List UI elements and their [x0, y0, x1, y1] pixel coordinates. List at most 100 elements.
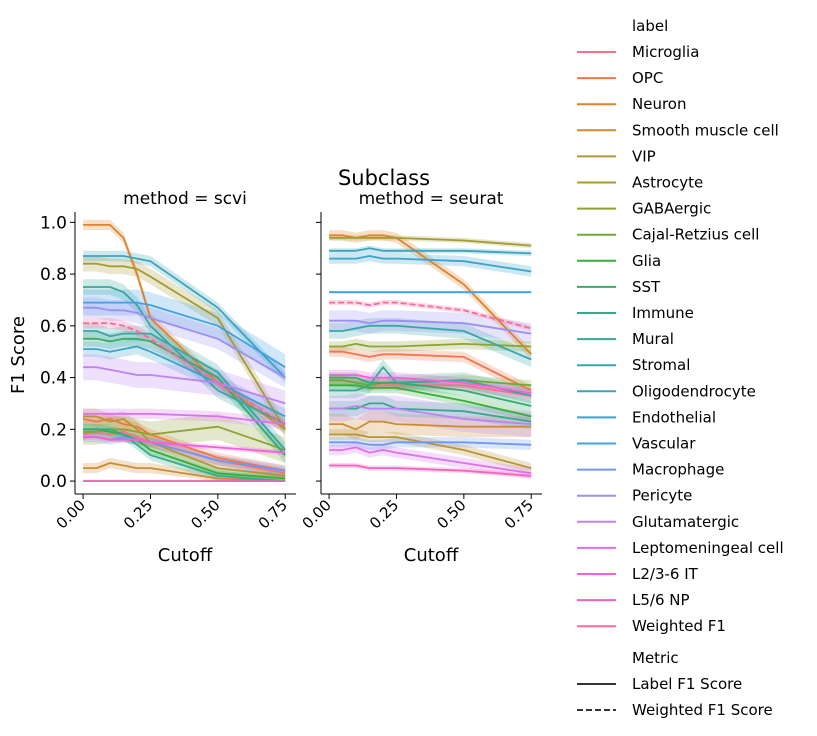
line-scvi-pericyte	[83, 306, 286, 379]
legend-label-items: Microglia OPC Neuron Smooth muscle cell VIP A…	[577, 43, 784, 635]
line-seurat-neuron	[329, 234, 532, 355]
legend-label-leptomeningeal-cell: Leptomeningeal cell	[632, 539, 784, 557]
legend-label-vip: VIP	[632, 147, 656, 165]
panel-scvi-xlabel: Cutoff	[158, 545, 213, 566]
x-tick-label: 0.00	[299, 496, 335, 532]
line-seurat-mural	[329, 366, 532, 397]
legend-label-vascular: Vascular	[632, 435, 696, 453]
y-tick-label: 0.6	[40, 317, 67, 337]
legend-label-microglia: Microglia	[632, 43, 699, 61]
x-tick-label: 0.25	[120, 496, 156, 532]
line-scvi-vascular	[83, 301, 286, 368]
legend-label-immune: Immune	[632, 304, 694, 322]
legend-label-glia: Glia	[632, 252, 661, 270]
line-scvi-mural	[83, 286, 286, 425]
panel-scvi-title: method = scvi	[123, 189, 247, 209]
line-scvi-vip	[83, 415, 286, 477]
y-tick-label: 1.0	[40, 213, 67, 233]
legend-label-smooth-muscle-cell: Smooth muscle cell	[632, 121, 779, 139]
line-seurat-stromal	[329, 324, 532, 361]
legend-label-sst: SST	[632, 278, 661, 296]
band-seurat-glia	[329, 380, 532, 422]
line-seurat-l5-6-np	[329, 464, 532, 477]
x-tick-label: 0.75	[255, 496, 291, 532]
legend-metric-title: Metric	[632, 649, 679, 667]
line-seurat-glia	[329, 384, 532, 418]
legend-metric-items: Label F1 Score Weighted F1 Score	[577, 675, 773, 719]
line-scvi-endothelial	[83, 345, 286, 418]
y-tick-label: 0.0	[40, 472, 67, 492]
band-seurat-opc	[329, 346, 532, 396]
panel-scvi: method = scvi F1 Score Cutoff 0.00 0.25 0.…	[8, 189, 296, 566]
y-tick-label: 0.2	[40, 420, 67, 440]
line-seurat-leptomeningeal-cell	[329, 446, 532, 475]
legend-label-opc: OPC	[632, 69, 663, 87]
line-seurat-glutamatergic	[329, 405, 532, 425]
line-seurat-pericyte	[329, 319, 532, 335]
x-tick-label: 0.50	[187, 496, 223, 532]
band-seurat-cajal-retzius-cell	[329, 375, 532, 391]
line-scvi-glutamatergic	[83, 366, 286, 405]
line-seurat-sst	[329, 376, 532, 407]
panel-seurat-xlabel: Cutoff	[404, 545, 459, 566]
line-seurat-astrocyte	[329, 236, 532, 247]
panel-scvi-ylabel: F1 Score	[8, 316, 29, 394]
line-seurat-vip	[329, 433, 532, 469]
line-seurat-oligodendrocyte	[329, 247, 532, 255]
legend-label-neuron: Neuron	[632, 95, 686, 113]
line-seurat-macrophage	[329, 441, 532, 446]
legend-metric-label-f1-score: Label F1 Score	[632, 675, 742, 693]
legend-label-title: label	[632, 17, 668, 35]
figure-suptitle: Subclass	[338, 166, 430, 190]
x-tick-label: 0.50	[433, 496, 469, 532]
line-scvi-stromal	[83, 330, 286, 451]
line-scvi-sst	[83, 337, 286, 456]
panel-seurat-title: method = seurat	[359, 189, 504, 209]
legend-label-oligodendrocyte: Oligodendrocyte	[632, 382, 756, 400]
panel-seurat-series	[329, 230, 532, 479]
panel-scvi-series	[82, 219, 286, 483]
panel-seurat: method = seurat Cutoff 0.00 0.25 0.50 0.75	[299, 189, 542, 566]
line-seurat-smooth-muscle-cell	[329, 420, 532, 431]
band-scvi-astrocyte	[83, 256, 286, 438]
x-tick-label: 0.00	[53, 496, 89, 532]
line-scvi-opc	[82, 418, 286, 472]
line-seurat-opc	[329, 350, 532, 392]
line-scvi-oligodendrocyte	[83, 255, 286, 379]
line-seurat-endothelial	[329, 255, 532, 273]
line-seurat-weighted-f1	[329, 301, 532, 330]
legend-metric-weighted-f1-score: Weighted F1 Score	[632, 701, 773, 719]
legend-label-mural: Mural	[632, 330, 674, 348]
band-seurat-microglia	[329, 375, 532, 401]
legend: label Microglia OPC Neuron Smooth muscle ce…	[577, 17, 784, 719]
legend-label-stromal: Stromal	[632, 356, 690, 374]
x-tick-label: 0.75	[501, 496, 537, 532]
band-seurat-l5-6-np	[329, 463, 532, 479]
band-scvi-endothelial	[83, 338, 286, 425]
line-seurat-l2-3-6-it	[329, 374, 532, 394]
line-seurat-gabaergic	[329, 342, 532, 348]
legend-label-l2-3-6-it: L2/3-6 IT	[632, 565, 699, 583]
line-scvi-leptomeningeal-cell	[83, 412, 286, 425]
line-scvi-gabaergic	[83, 425, 286, 451]
legend-label-gabaergic: GABAergic	[632, 200, 711, 218]
x-tick-label: 0.25	[366, 496, 402, 532]
line-scvi-weighted-f1	[83, 322, 286, 425]
band-scvi-glutamatergic	[83, 354, 286, 417]
y-tick-label: 0.8	[40, 265, 67, 285]
band-scvi-pericyte	[83, 297, 286, 388]
line-scvi-l2-3-6-it	[83, 436, 286, 454]
band-seurat-vip	[329, 429, 532, 474]
legend-label-cajal-retzius-cell: Cajal-Retzius cell	[632, 226, 759, 244]
y-tick-label: 0.4	[40, 369, 67, 389]
legend-label-astrocyte: Astrocyte	[632, 174, 703, 192]
line-scvi-smooth-muscle-cell	[83, 462, 286, 482]
legend-label-macrophage: Macrophage	[632, 461, 724, 479]
legend-label-pericyte: Pericyte	[632, 487, 692, 505]
legend-label-l5-6-np: L5/6 NP	[632, 591, 690, 609]
legend-label-weighted-f1: Weighted F1	[632, 617, 726, 635]
band-seurat-pericyte	[329, 310, 532, 344]
band-seurat-stromal	[329, 318, 532, 368]
legend-label-glutamatergic: Glutamatergic	[632, 513, 739, 531]
